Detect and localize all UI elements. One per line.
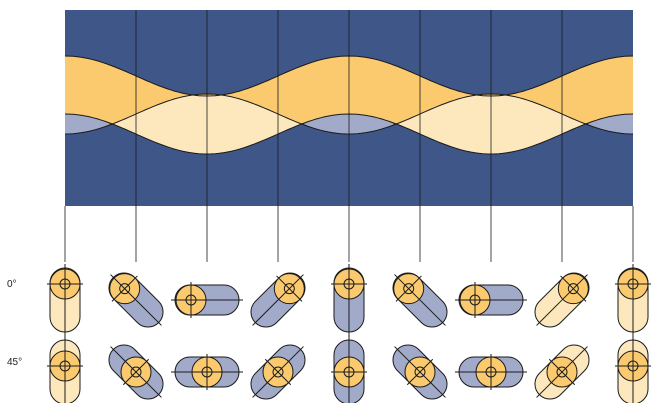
icon-row-0	[47, 264, 651, 336]
crosshair-v	[394, 346, 446, 398]
polarization-icon	[171, 354, 243, 390]
row-label-45: 45°	[7, 357, 22, 368]
polarization-icon	[615, 264, 651, 336]
polarization-icon	[171, 282, 243, 318]
crosshair-v	[394, 274, 446, 326]
polarization-icon	[108, 272, 164, 328]
connector-lines	[64, 206, 634, 262]
polarization-icon	[534, 272, 590, 328]
polarization-icon	[47, 336, 83, 403]
polarization-icon	[331, 336, 367, 403]
polarization-icon	[455, 354, 527, 390]
polarization-icon	[108, 344, 164, 400]
wave-band	[64, 10, 634, 206]
polarization-icon	[47, 264, 83, 336]
polarization-icon	[392, 272, 448, 328]
crosshair-v	[110, 346, 162, 398]
icon-row-45	[47, 336, 651, 403]
crosshair-v	[252, 346, 304, 398]
polarization-icon	[250, 272, 306, 328]
band-dividers	[135, 10, 563, 206]
row-label-0: 0°	[7, 279, 17, 290]
band-cream-region	[113, 94, 585, 154]
crosshair-v	[110, 274, 162, 326]
polarization-icon	[392, 344, 448, 400]
crosshair-v	[252, 274, 304, 326]
crosshair-v	[536, 274, 588, 326]
polarization-icon	[615, 336, 651, 403]
polarization-icon	[331, 264, 367, 336]
crosshair-v	[536, 346, 588, 398]
polarization-icon	[455, 282, 527, 318]
polarization-icon	[534, 344, 590, 400]
polarization-icon	[250, 344, 306, 400]
